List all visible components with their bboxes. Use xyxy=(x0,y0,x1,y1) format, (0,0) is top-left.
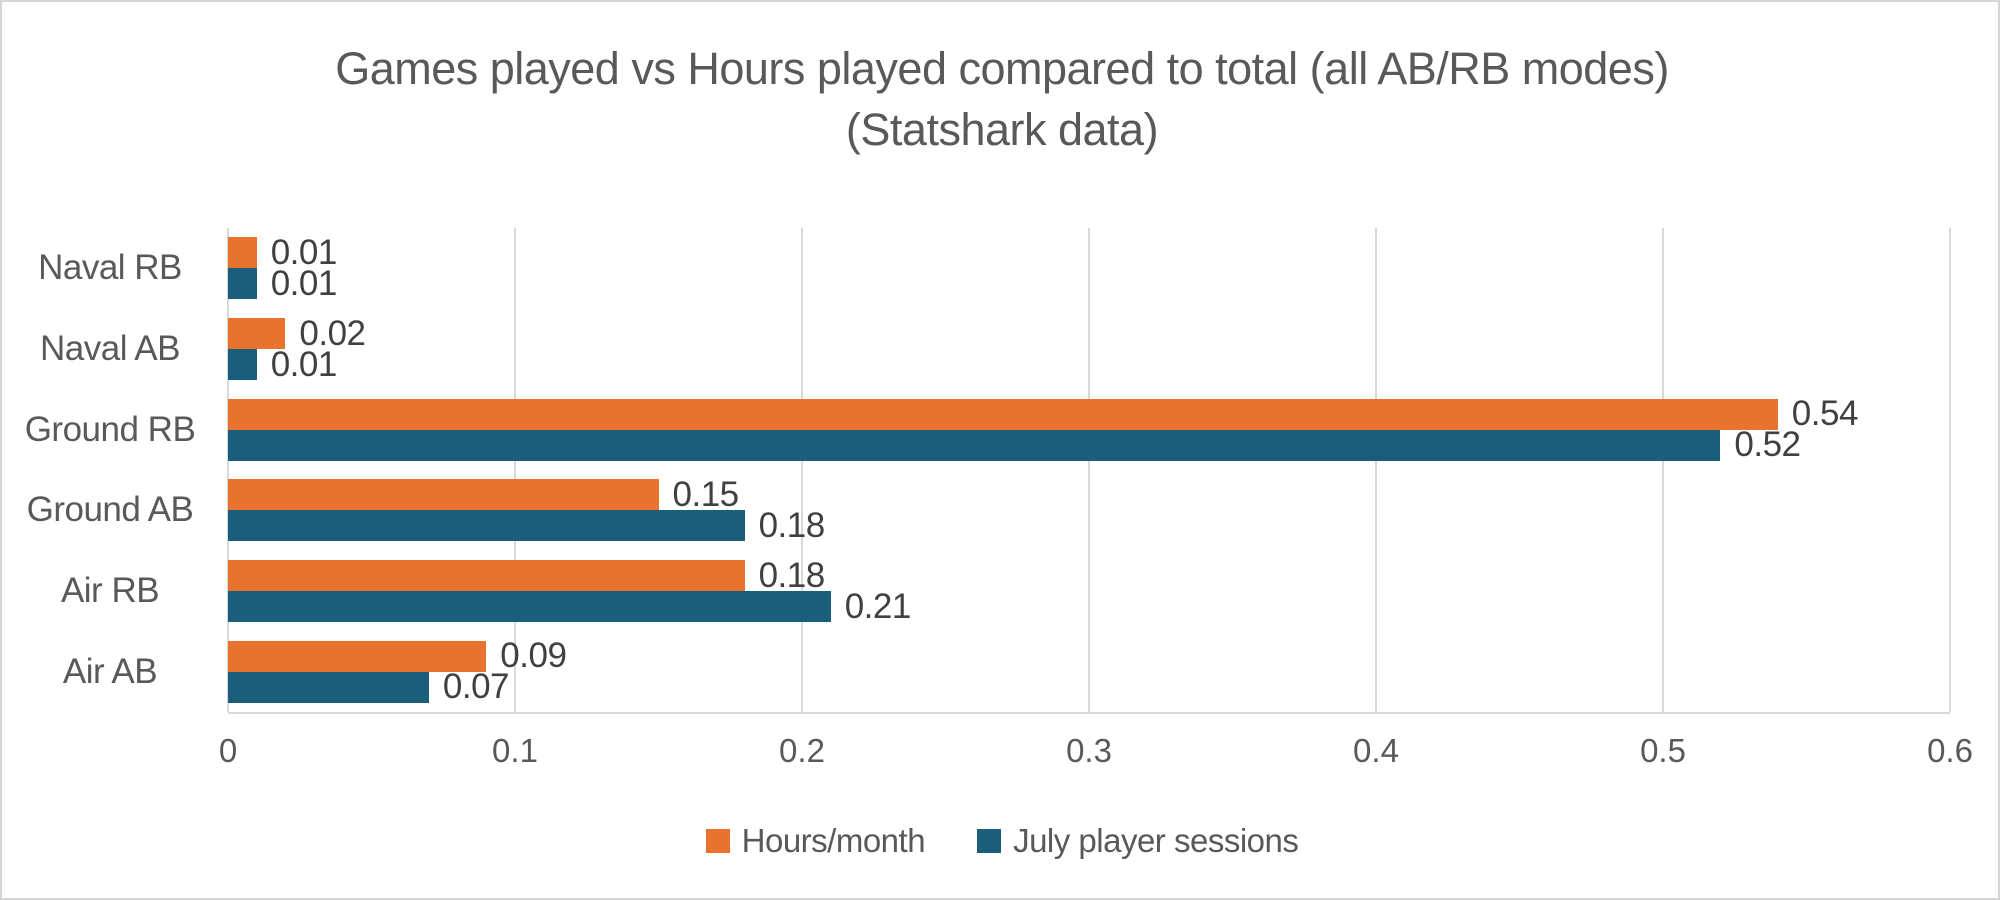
bar-group-air-ab: 0.09 0.07 xyxy=(228,631,1950,712)
gridline-0-2 xyxy=(800,228,803,712)
bar-value-label-july-player-sessions-ground-rb: 0.52 xyxy=(1734,425,1801,465)
bar-line-hours-month-naval-rb: 0.01 xyxy=(228,233,1950,272)
bar-line-hours-month-naval-ab: 0.02 xyxy=(228,314,1950,353)
gridline-0-4 xyxy=(1374,228,1377,712)
bar-line-july-player-sessions-ground-ab: 0.18 xyxy=(228,506,1950,545)
bar-line-july-player-sessions-ground-rb: 0.52 xyxy=(228,425,1950,464)
bar-line-july-player-sessions-naval-rb: 0.01 xyxy=(228,264,1950,303)
category-label-ground-rb: Ground RB xyxy=(24,409,196,449)
bar-group-ground-ab: 0.15 0.18 xyxy=(228,470,1950,551)
bar-line-july-player-sessions-air-ab: 0.07 xyxy=(228,667,1950,706)
bar-hours-month-ground-rb xyxy=(228,398,1778,430)
bar-value-label-hours-month-naval-ab: 0.02 xyxy=(299,313,366,353)
bar-hours-month-ground-ab xyxy=(228,479,659,511)
chart-title: Games played vs Hours played compared to… xyxy=(335,43,1669,155)
gridline-0-1 xyxy=(513,228,516,712)
bar-july-player-sessions-air-ab xyxy=(228,671,429,703)
bar-value-label-july-player-sessions-ground-ab: 0.18 xyxy=(758,505,826,545)
legend-label-hours-month: Hours/month xyxy=(741,822,926,859)
category-label-naval-ab: Naval AB xyxy=(40,329,180,368)
bar-value-label-hours-month-ground-ab: 0.15 xyxy=(672,474,740,514)
gridline-0-5 xyxy=(1662,228,1664,712)
x-tick-label-0: 0 xyxy=(218,732,238,769)
category-label-air-ab: Air AB xyxy=(62,651,158,691)
legend-item-hours-month: Hours/month xyxy=(705,822,926,860)
bar-july-player-sessions-naval-ab xyxy=(228,349,257,380)
bar-value-label-hours-month-air-ab: 0.09 xyxy=(500,636,567,676)
legend-swatch-icon-hours-month xyxy=(705,829,730,853)
gridline-0 xyxy=(227,228,229,712)
legend: Hours/month July player sessions xyxy=(2,822,1998,860)
bar-july-player-sessions-ground-rb xyxy=(228,429,1721,461)
bar-line-july-player-sessions-naval-ab: 0.01 xyxy=(228,345,1950,384)
legend-item-july-player-sessions: July player sessions xyxy=(977,822,1299,860)
bar-line-hours-month-ground-ab: 0.15 xyxy=(228,475,1950,514)
bar-group-naval-rb: 0.01 0.01 xyxy=(228,228,1950,309)
x-tick-label-0-4: 0.4 xyxy=(1353,732,1399,769)
bar-group-naval-ab: 0.02 0.01 xyxy=(228,309,1950,390)
x-tick-label-0-1: 0.1 xyxy=(492,732,538,769)
bar-value-label-hours-month-naval-rb: 0.01 xyxy=(270,232,338,272)
x-tick-label-0-5: 0.5 xyxy=(1640,732,1686,769)
bar-july-player-sessions-naval-rb xyxy=(228,268,257,300)
bar-value-label-hours-month-air-rb: 0.18 xyxy=(758,555,826,595)
x-tick-label-0-3: 0.3 xyxy=(1066,732,1112,769)
bar-value-label-july-player-sessions-naval-ab: 0.01 xyxy=(270,344,338,384)
bar-hours-month-naval-rb xyxy=(228,237,257,269)
bar-line-hours-month-air-rb: 0.18 xyxy=(228,556,1950,595)
bar-value-label-july-player-sessions-naval-rb: 0.01 xyxy=(270,263,338,303)
x-tick-label-0-6: 0.6 xyxy=(1927,732,1973,769)
bar-hours-month-naval-ab xyxy=(228,318,286,349)
bar-line-hours-month-air-ab: 0.09 xyxy=(228,636,1950,675)
bar-value-label-hours-month-ground-rb: 0.54 xyxy=(1791,394,1859,434)
category-label-air-rb: Air RB xyxy=(60,571,160,611)
bar-line-hours-month-ground-rb: 0.54 xyxy=(228,394,1950,433)
bar-hours-month-air-ab xyxy=(228,640,487,672)
x-tick-label-0-2: 0.2 xyxy=(779,732,825,769)
x-axis-line xyxy=(228,712,1950,714)
bar-rows: 0.01 0.01 0.02 0.01 0.54 0.52 0.15 0.18 0.18 0.21… xyxy=(228,228,1950,712)
category-label-ground-ab: Ground AB xyxy=(26,490,194,530)
category-label-naval-rb: Naval RB xyxy=(38,248,182,288)
bar-line-july-player-sessions-air-rb: 0.21 xyxy=(228,587,1950,626)
bar-july-player-sessions-ground-ab xyxy=(228,510,745,542)
gridline-0-6 xyxy=(1949,228,1951,712)
bar-group-ground-rb: 0.54 0.52 xyxy=(228,389,1950,470)
bar-july-player-sessions-air-rb xyxy=(228,591,831,623)
bar-hours-month-air-rb xyxy=(228,560,745,592)
gridline-0-3 xyxy=(1088,228,1090,712)
bar-group-air-rb: 0.18 0.21 xyxy=(228,551,1950,632)
legend-swatch-icon-july-player-sessions xyxy=(977,829,1002,853)
bar-value-label-july-player-sessions-air-ab: 0.07 xyxy=(442,667,510,707)
legend-label-july-player-sessions: July player sessions xyxy=(1013,822,1299,859)
x-axis: 0 0.1 0.2 0.3 0.4 0.5 0.6 xyxy=(219,732,1973,780)
plot-area: 0.01 0.01 0.02 0.01 0.54 0.52 0.15 0.18 0.18 0.21… xyxy=(227,228,1951,714)
category-axis: Naval RB Naval AB Ground RB Ground AB Air RB… xyxy=(2,228,218,712)
bar-value-label-july-player-sessions-air-rb: 0.21 xyxy=(844,586,912,626)
